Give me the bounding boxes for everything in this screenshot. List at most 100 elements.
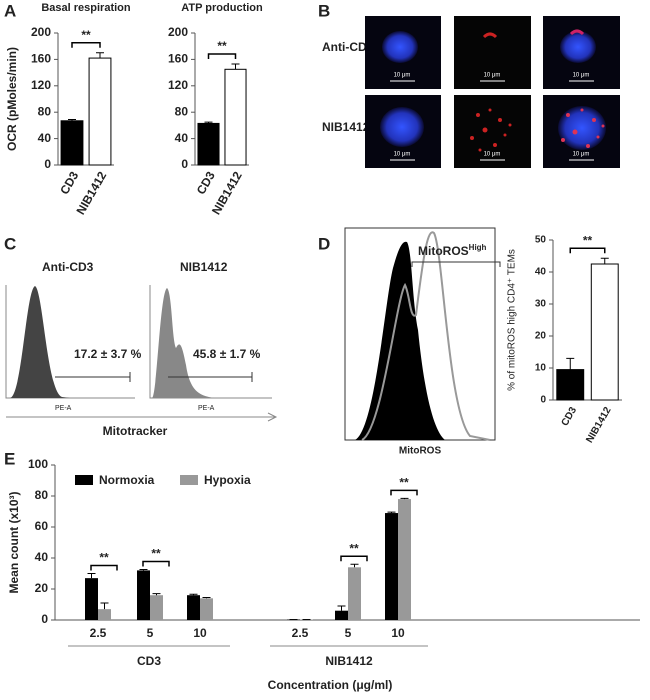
x-tick-label: CD3 xyxy=(57,169,81,197)
gate-percentage: 45.8 ± 1.7 % xyxy=(193,347,261,361)
group-label: CD3 xyxy=(137,654,161,668)
histogram xyxy=(152,288,215,398)
x-tick-label: NIB1412 xyxy=(584,405,613,445)
error-bar xyxy=(153,594,161,596)
legend-label: Normoxia xyxy=(99,473,155,487)
significance-label: ** xyxy=(349,541,359,555)
x-tick-label: 10 xyxy=(391,626,405,640)
chart-title: Basal respiration xyxy=(41,2,131,14)
x-axis-label: Concentration (μg/ml) xyxy=(268,678,393,692)
y-tick-label: 0 xyxy=(540,395,546,406)
y-tick-label: 40 xyxy=(38,131,52,145)
y-tick-label: 100 xyxy=(28,457,48,471)
microscopy-panel: Anti-CD3 NIB1412 10 μm 10 μm 10 μm 10 μm… xyxy=(322,16,620,168)
y-tick-label: 80 xyxy=(175,104,189,118)
row-label: NIB1412 xyxy=(322,120,370,134)
significance-label: ** xyxy=(583,233,593,247)
x-tick-label: 5 xyxy=(345,626,352,640)
scale-label: 10 μm xyxy=(394,73,411,79)
axis-label: PE-A xyxy=(55,405,72,412)
error-bar xyxy=(388,512,396,513)
bar xyxy=(85,578,98,620)
y-tick-label: 0 xyxy=(181,157,188,171)
gate-label: MitoROSHigh xyxy=(418,243,487,258)
panel-label: C xyxy=(4,234,16,253)
bar xyxy=(385,513,398,620)
error-bar xyxy=(351,564,359,567)
x-tick-label: 2.5 xyxy=(292,626,309,640)
significance-bracket xyxy=(209,54,236,59)
y-tick-label: 0 xyxy=(44,157,51,171)
histogram xyxy=(10,286,70,398)
significance-label: ** xyxy=(81,28,91,42)
flow-panel: Anti-CD3 NIB1412 17.2 ± 3.7 % 45.8 ± 1.7… xyxy=(6,260,276,438)
x-tick-label: 10 xyxy=(193,626,207,640)
y-tick-label: 20 xyxy=(35,581,49,595)
significance-bracket xyxy=(72,43,100,48)
bar xyxy=(348,567,361,620)
x-tick-label: CD3 xyxy=(560,405,580,428)
error-bar xyxy=(101,603,109,609)
y-tick-label: 200 xyxy=(31,25,51,39)
legend-swatch xyxy=(75,475,93,485)
error-bar xyxy=(88,574,96,579)
panel-label: E xyxy=(4,449,15,468)
gate-percentage: 17.2 ± 3.7 % xyxy=(74,347,142,361)
scale-label: 10 μm xyxy=(573,152,590,158)
y-tick-label: 40 xyxy=(35,550,49,564)
significance-label: ** xyxy=(217,39,227,53)
y-axis-label: OCR (pMoles/min) xyxy=(5,47,19,151)
significance-label: ** xyxy=(151,547,161,561)
y-tick-label: 200 xyxy=(168,25,188,39)
bar xyxy=(335,611,348,620)
error-bar xyxy=(96,53,104,58)
error-bar xyxy=(601,258,609,264)
significance-bracket xyxy=(391,490,417,495)
nucleus xyxy=(560,31,596,63)
error-bar xyxy=(401,498,409,499)
x-tick-label: 2.5 xyxy=(90,626,107,640)
bar xyxy=(398,499,411,620)
flow-panel: MitoROSHigh MitoROS xyxy=(345,228,500,457)
panel-label: B xyxy=(318,1,330,20)
panel-label: D xyxy=(318,234,330,253)
bar xyxy=(61,121,83,165)
significance-label: ** xyxy=(399,475,409,489)
scale-label: 10 μm xyxy=(484,152,501,158)
histogram xyxy=(355,242,445,440)
error-bar xyxy=(203,598,211,599)
bar xyxy=(150,595,163,620)
bar xyxy=(137,570,150,620)
significance-label: ** xyxy=(99,551,109,565)
significance-bracket xyxy=(143,561,169,566)
y-tick-label: 60 xyxy=(35,519,49,533)
nucleus xyxy=(558,106,606,150)
legend-swatch xyxy=(180,475,198,485)
bar xyxy=(187,595,200,620)
error-bar xyxy=(232,64,240,69)
error-bar xyxy=(190,594,198,595)
y-tick-label: 80 xyxy=(35,488,49,502)
y-tick-label: 50 xyxy=(535,235,547,246)
nucleus xyxy=(380,107,424,147)
legend-label: Hypoxia xyxy=(204,473,251,487)
error-bar xyxy=(140,569,148,570)
y-axis-label: Mean count (x10³) xyxy=(7,491,21,593)
x-axis-label: Mitotracker xyxy=(103,424,168,438)
y-tick-label: 20 xyxy=(535,331,547,342)
scale-label: 10 μm xyxy=(484,73,501,79)
x-tick-label: 5 xyxy=(147,626,154,640)
bar xyxy=(98,609,111,620)
y-tick-label: 160 xyxy=(168,52,188,66)
y-tick-label: 80 xyxy=(38,104,52,118)
scale-label: 10 μm xyxy=(573,73,590,79)
y-tick-label: 10 xyxy=(535,363,547,374)
bar xyxy=(225,69,246,165)
bar xyxy=(198,123,219,165)
error-bar xyxy=(338,606,346,611)
x-tick-label: CD3 xyxy=(194,169,218,197)
bar xyxy=(591,264,618,400)
scale-label: 10 μm xyxy=(394,152,411,158)
group-label: NIB1412 xyxy=(325,654,373,668)
